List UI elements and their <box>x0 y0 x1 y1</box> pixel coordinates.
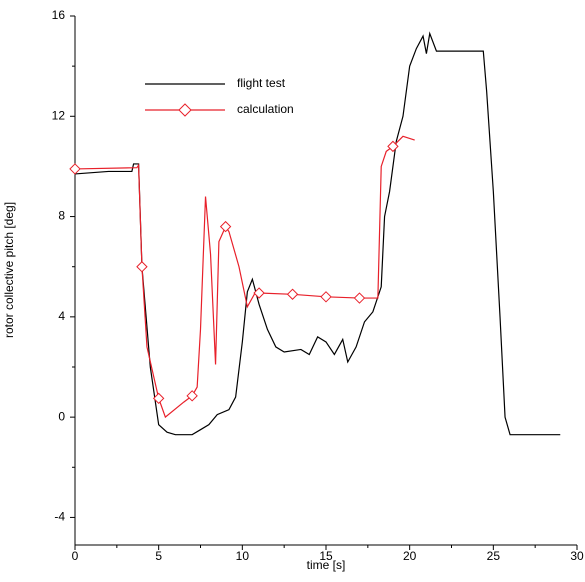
x-tick-label: 10 <box>236 549 250 563</box>
x-tick-label: 25 <box>487 549 501 563</box>
y-tick-label: 4 <box>58 309 65 323</box>
marker <box>152 392 165 405</box>
y-tick-label: 16 <box>52 8 66 22</box>
marker <box>253 287 265 299</box>
x-tick-label: 15 <box>319 549 333 563</box>
y-tick-label: 0 <box>58 409 65 423</box>
y-axis-label: rotor collective pitch [deg] <box>2 202 16 338</box>
y-tick-label: 12 <box>52 108 66 122</box>
series-line <box>74 135 415 419</box>
marker <box>186 390 198 402</box>
marker <box>387 140 399 153</box>
y-tick-label: -4 <box>54 510 65 524</box>
x-axis-label: time [s] <box>307 558 346 572</box>
marker <box>136 261 148 273</box>
series-line <box>74 31 561 436</box>
legend-marker <box>178 103 192 117</box>
marker <box>353 292 366 304</box>
marker <box>320 291 332 303</box>
y-tick-label: 8 <box>58 209 65 223</box>
x-tick-label: 0 <box>72 549 79 563</box>
marker <box>219 220 232 233</box>
x-tick-label: 5 <box>155 549 162 563</box>
x-tick-label: 20 <box>403 549 417 563</box>
legend-label: calculation <box>237 102 294 116</box>
legend-label: flight test <box>237 76 286 90</box>
x-tick-label: 30 <box>570 549 584 563</box>
marker <box>286 288 299 300</box>
marker <box>69 163 81 175</box>
